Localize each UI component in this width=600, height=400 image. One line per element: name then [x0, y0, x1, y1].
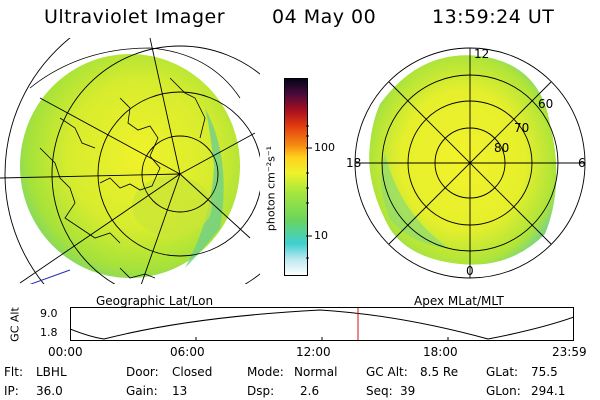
info-seq-value: 39	[400, 384, 416, 398]
colorbar-tick-10: 10	[314, 229, 328, 242]
geographic-auroral-image	[0, 38, 260, 284]
info-glat-label: GLat:	[486, 365, 519, 379]
header-date: 04 May 00	[272, 6, 377, 28]
info-filter-value: LBHL	[36, 365, 67, 379]
info-filter-label: Flt:	[4, 365, 23, 379]
xtick-1200: 12:00	[296, 345, 331, 359]
info-ip-label: IP:	[4, 384, 19, 398]
info-gcalt-value: 8.5 Re	[420, 365, 459, 379]
info-gain-label: Gain:	[126, 384, 158, 398]
info-mode-value: Normal	[294, 365, 338, 379]
mlat-label-80: 80	[494, 141, 510, 155]
xtick-2359: 23:59	[552, 345, 587, 359]
info-mode-label: Mode:	[247, 365, 284, 379]
info-glon-label: GLon:	[486, 384, 521, 398]
header-time: 13:59:24 UT	[432, 6, 555, 28]
xtick-0000: 00:00	[48, 345, 83, 359]
mlat-label-70: 70	[514, 121, 530, 135]
altitude-ytick-high: 9.0	[40, 307, 58, 320]
colorbar-tick-100: 100	[314, 141, 335, 154]
altitude-ytick-low: 1.8	[40, 326, 58, 339]
altitude-ylabel: GC Alt	[8, 307, 22, 342]
mlt-label-12: 12	[474, 47, 490, 61]
mlt-label-18: 18	[346, 156, 362, 170]
mlt-label-0: 0	[466, 264, 474, 278]
instrument-title: Ultraviolet Imager	[44, 6, 226, 28]
info-gain-value: 13	[172, 384, 188, 398]
apex-caption: Apex MLat/MLT	[414, 294, 504, 308]
xtick-1800: 18:00	[423, 345, 458, 359]
info-ip-value: 36.0	[36, 384, 63, 398]
colorbar	[284, 78, 308, 276]
geo-aurora-disk	[20, 54, 240, 278]
geographic-caption: Geographic Lat/Lon	[96, 294, 214, 308]
mlat-label-60: 60	[538, 97, 554, 111]
mlt-label-6: 6	[578, 156, 586, 170]
info-glat-value: 75.5	[531, 365, 558, 379]
altitude-curve	[70, 309, 574, 340]
xtick-0600: 06:00	[170, 345, 205, 359]
info-glon-value: 294.1	[531, 384, 566, 398]
info-seq-label: Seq:	[366, 384, 393, 398]
info-dsp-label: Dsp:	[247, 384, 275, 398]
info-gcalt-label: GC Alt:	[366, 365, 408, 379]
info-dsp-value: 2.6	[300, 384, 320, 398]
colorbar-unit-label: photon cm⁻²s⁻¹	[264, 145, 278, 232]
info-door-value: Closed	[172, 365, 213, 379]
colorbar-ticks	[306, 125, 312, 259]
altitude-plot	[70, 307, 574, 341]
info-door-label: Door:	[126, 365, 159, 379]
mag-aurora-oval	[369, 55, 557, 265]
magnetic-auroral-image	[354, 47, 586, 279]
